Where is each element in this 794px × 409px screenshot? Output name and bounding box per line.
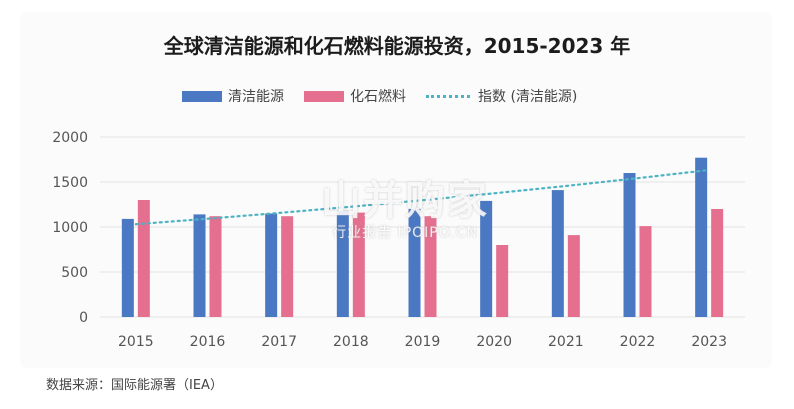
x-tick-label: 2021 bbox=[548, 334, 584, 350]
x-tick-label: 2017 bbox=[261, 334, 297, 350]
x-tick-label: 2022 bbox=[620, 334, 656, 350]
legend-label-trend: 指数 (清洁能源) bbox=[478, 89, 578, 105]
bar-fossil-fuel bbox=[567, 235, 580, 317]
bar-fossil-fuel bbox=[639, 226, 652, 317]
bar-fossil-fuel bbox=[424, 216, 437, 317]
bar-fossil-fuel bbox=[281, 216, 294, 317]
x-tick-label: 2015 bbox=[118, 334, 154, 350]
bar-clean-energy bbox=[193, 214, 206, 317]
y-tick-label: 1500 bbox=[52, 175, 88, 191]
legend-swatch-fossil bbox=[304, 90, 344, 102]
bar-fossil-fuel bbox=[137, 200, 150, 317]
y-tick-label: 1000 bbox=[52, 220, 88, 236]
bar-clean-energy bbox=[480, 200, 493, 317]
legend-item-trend: 指数 (清洁能源) bbox=[426, 86, 577, 106]
legend-swatch-trend bbox=[426, 94, 470, 98]
bar-clean-energy bbox=[121, 218, 134, 317]
legend-item-fossil: 化石燃料 bbox=[304, 86, 406, 106]
legend-item-clean: 清洁能源 bbox=[182, 86, 284, 106]
chart-legend: 清洁能源 化石燃料 指数 (清洁能源) bbox=[182, 86, 597, 106]
bar-clean-energy bbox=[408, 209, 421, 317]
x-tick-label: 2018 bbox=[333, 334, 369, 350]
chart-title: 全球清洁能源和化石燃料能源投资，2015-2023 年 bbox=[163, 34, 631, 58]
bar-fossil-fuel bbox=[496, 245, 509, 317]
x-tick-label: 2016 bbox=[190, 334, 226, 350]
x-tick-label: 2019 bbox=[405, 334, 441, 350]
legend-label-fossil: 化石燃料 bbox=[350, 89, 406, 105]
legend-swatch-clean bbox=[182, 90, 222, 102]
bar-clean-energy bbox=[551, 190, 564, 317]
bar-fossil-fuel bbox=[711, 209, 724, 317]
bar-fossil-fuel bbox=[209, 216, 222, 317]
y-tick-label: 0 bbox=[79, 310, 88, 326]
bar-clean-energy bbox=[623, 173, 636, 317]
x-tick-label: 2020 bbox=[476, 334, 512, 350]
bar-clean-energy bbox=[265, 213, 278, 317]
y-tick-label: 2000 bbox=[52, 130, 88, 146]
y-tick-label: 500 bbox=[61, 265, 88, 281]
bar-fossil-fuel bbox=[352, 212, 365, 317]
bar-clean-energy bbox=[695, 157, 708, 317]
x-tick-label: 2023 bbox=[691, 334, 727, 350]
bar-clean-energy bbox=[336, 210, 349, 317]
trendline-clean-energy bbox=[134, 168, 711, 226]
source-note: 数据来源：国际能源署（IEA） bbox=[46, 378, 223, 393]
legend-label-clean: 清洁能源 bbox=[228, 89, 284, 105]
